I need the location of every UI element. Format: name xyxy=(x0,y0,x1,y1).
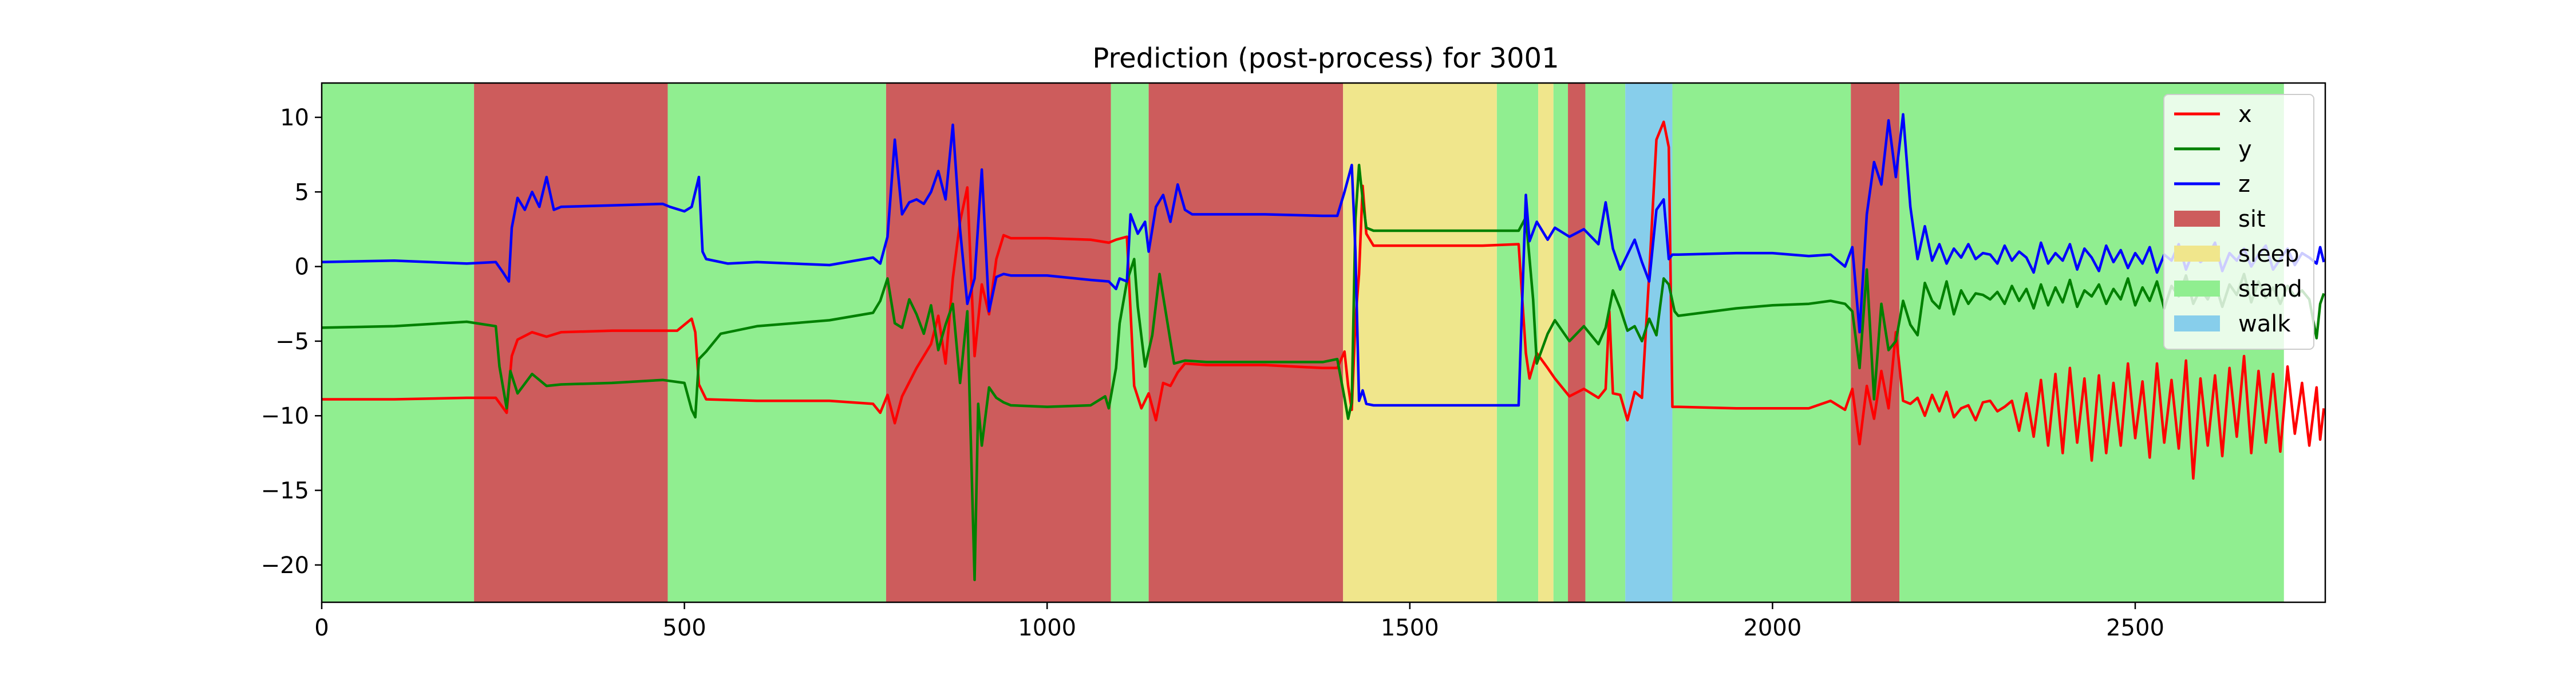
activity-spans xyxy=(322,83,2284,602)
activity-span-sit xyxy=(886,83,1111,602)
x-tick-label: 2500 xyxy=(2106,615,2164,641)
x-tick-label: 1500 xyxy=(1381,615,1439,641)
x-tick-label: 500 xyxy=(662,615,706,641)
y-tick-label: −10 xyxy=(261,403,309,429)
legend-label-sleep: sleep xyxy=(2238,241,2300,267)
y-tick-label: −15 xyxy=(261,478,309,504)
activity-span-sit xyxy=(474,83,668,602)
activity-span-stand xyxy=(1496,83,1539,602)
x-tick-label: 1000 xyxy=(1018,615,1076,641)
activity-span-stand xyxy=(667,83,886,602)
y-tick-label: −5 xyxy=(275,329,309,355)
activity-span-walk xyxy=(1625,83,1673,602)
x-tick-label: 0 xyxy=(314,615,329,641)
x-tick-label: 2000 xyxy=(1743,615,1801,641)
legend-swatch-walk xyxy=(2174,315,2220,331)
legend-swatch-sleep xyxy=(2174,246,2220,262)
activity-span-sit xyxy=(1851,83,1900,602)
legend-label-stand: stand xyxy=(2238,276,2302,302)
legend: xyz sit sleep stand walk xyxy=(2163,94,2314,350)
activity-span-sit xyxy=(1568,83,1586,602)
activity-span-stand xyxy=(1553,83,1568,602)
activity-span-sleep xyxy=(1538,83,1554,602)
y-tick-label: −20 xyxy=(261,552,309,579)
axes-frame xyxy=(321,82,2326,603)
activity-span-stand xyxy=(322,83,475,602)
activity-span-sleep xyxy=(1343,83,1497,602)
series-line-y xyxy=(321,164,2325,582)
y-tick-label: 0 xyxy=(295,254,309,281)
y-tick-label: 10 xyxy=(280,105,309,131)
series-line-x xyxy=(322,120,2325,480)
x-axis: 0 500 1000 1500 2000 2500 xyxy=(314,602,2164,641)
legend-label-walk: walk xyxy=(2238,311,2291,337)
legend-label-x: x xyxy=(2238,101,2252,128)
y-tick-label: 5 xyxy=(295,179,309,206)
legend-label-z: z xyxy=(2238,171,2250,198)
y-axis: 10 5 0 −5 −10 −15 −20 xyxy=(261,105,322,579)
legend-label-y: y xyxy=(2238,136,2252,163)
activity-span-stand xyxy=(1672,83,1851,602)
legend-label-sit: sit xyxy=(2238,206,2266,232)
series-line-z xyxy=(321,113,2325,407)
chart-title: Prediction (post-process) for 3001 xyxy=(1092,42,1559,74)
legend-swatch-sit xyxy=(2174,211,2220,227)
activity-span-sit xyxy=(1148,83,1344,602)
signal-series xyxy=(321,113,2325,582)
activity-span-stand xyxy=(1585,83,1626,602)
legend-swatch-stand xyxy=(2174,281,2220,297)
